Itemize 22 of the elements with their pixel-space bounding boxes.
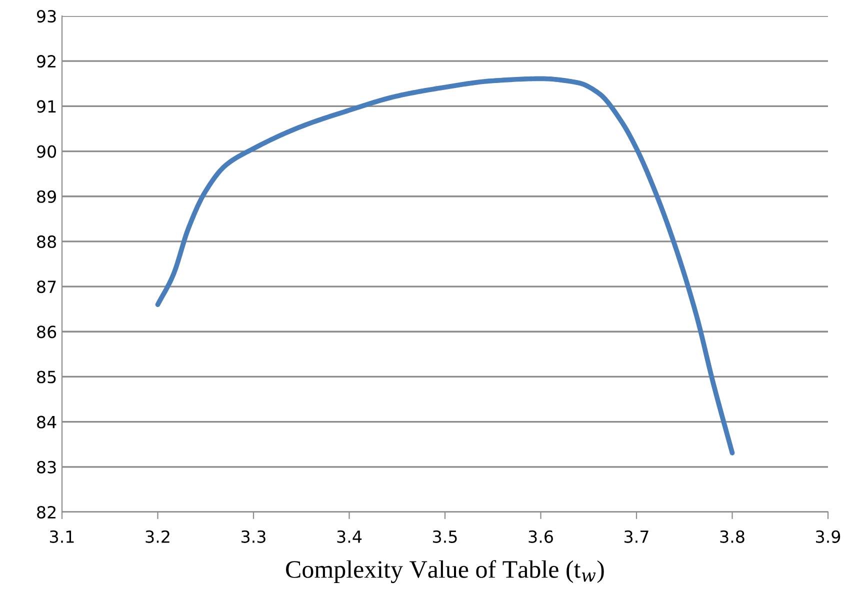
x-tick-label: 3.2 bbox=[146, 530, 170, 543]
y-tick-label: 84 bbox=[37, 416, 56, 428]
y-tick-label: 87 bbox=[37, 280, 56, 294]
x-tick-label: 3.9 bbox=[816, 530, 840, 543]
x-tick-label: 3.3 bbox=[242, 530, 266, 543]
y-tick-label: 83 bbox=[37, 460, 56, 474]
x-tick-label: 3.4 bbox=[337, 530, 362, 543]
x-axis-title: Complexity Value of Table (t$_{w}$) bbox=[286, 560, 604, 584]
x-tick-label: 3.6 bbox=[528, 530, 553, 543]
y-tick-label: 85 bbox=[37, 370, 56, 384]
x-tick-label: 3.1 bbox=[50, 530, 74, 543]
y-tick-label: 90 bbox=[36, 145, 56, 158]
x-tick-label: 3.8 bbox=[720, 530, 744, 543]
x-tick-label: 3.5 bbox=[433, 530, 457, 543]
y-tick-label: 92 bbox=[36, 55, 56, 68]
y-tick-label: 93 bbox=[36, 10, 56, 23]
y-tick-label: 91 bbox=[36, 100, 56, 113]
y-tick-label: 89 bbox=[37, 190, 56, 203]
y-tick-label: 82 bbox=[37, 506, 56, 519]
y-tick-label: 88 bbox=[37, 235, 56, 248]
y-tick-label: 86 bbox=[37, 326, 56, 338]
x-tick-label: 3.7 bbox=[624, 530, 648, 543]
